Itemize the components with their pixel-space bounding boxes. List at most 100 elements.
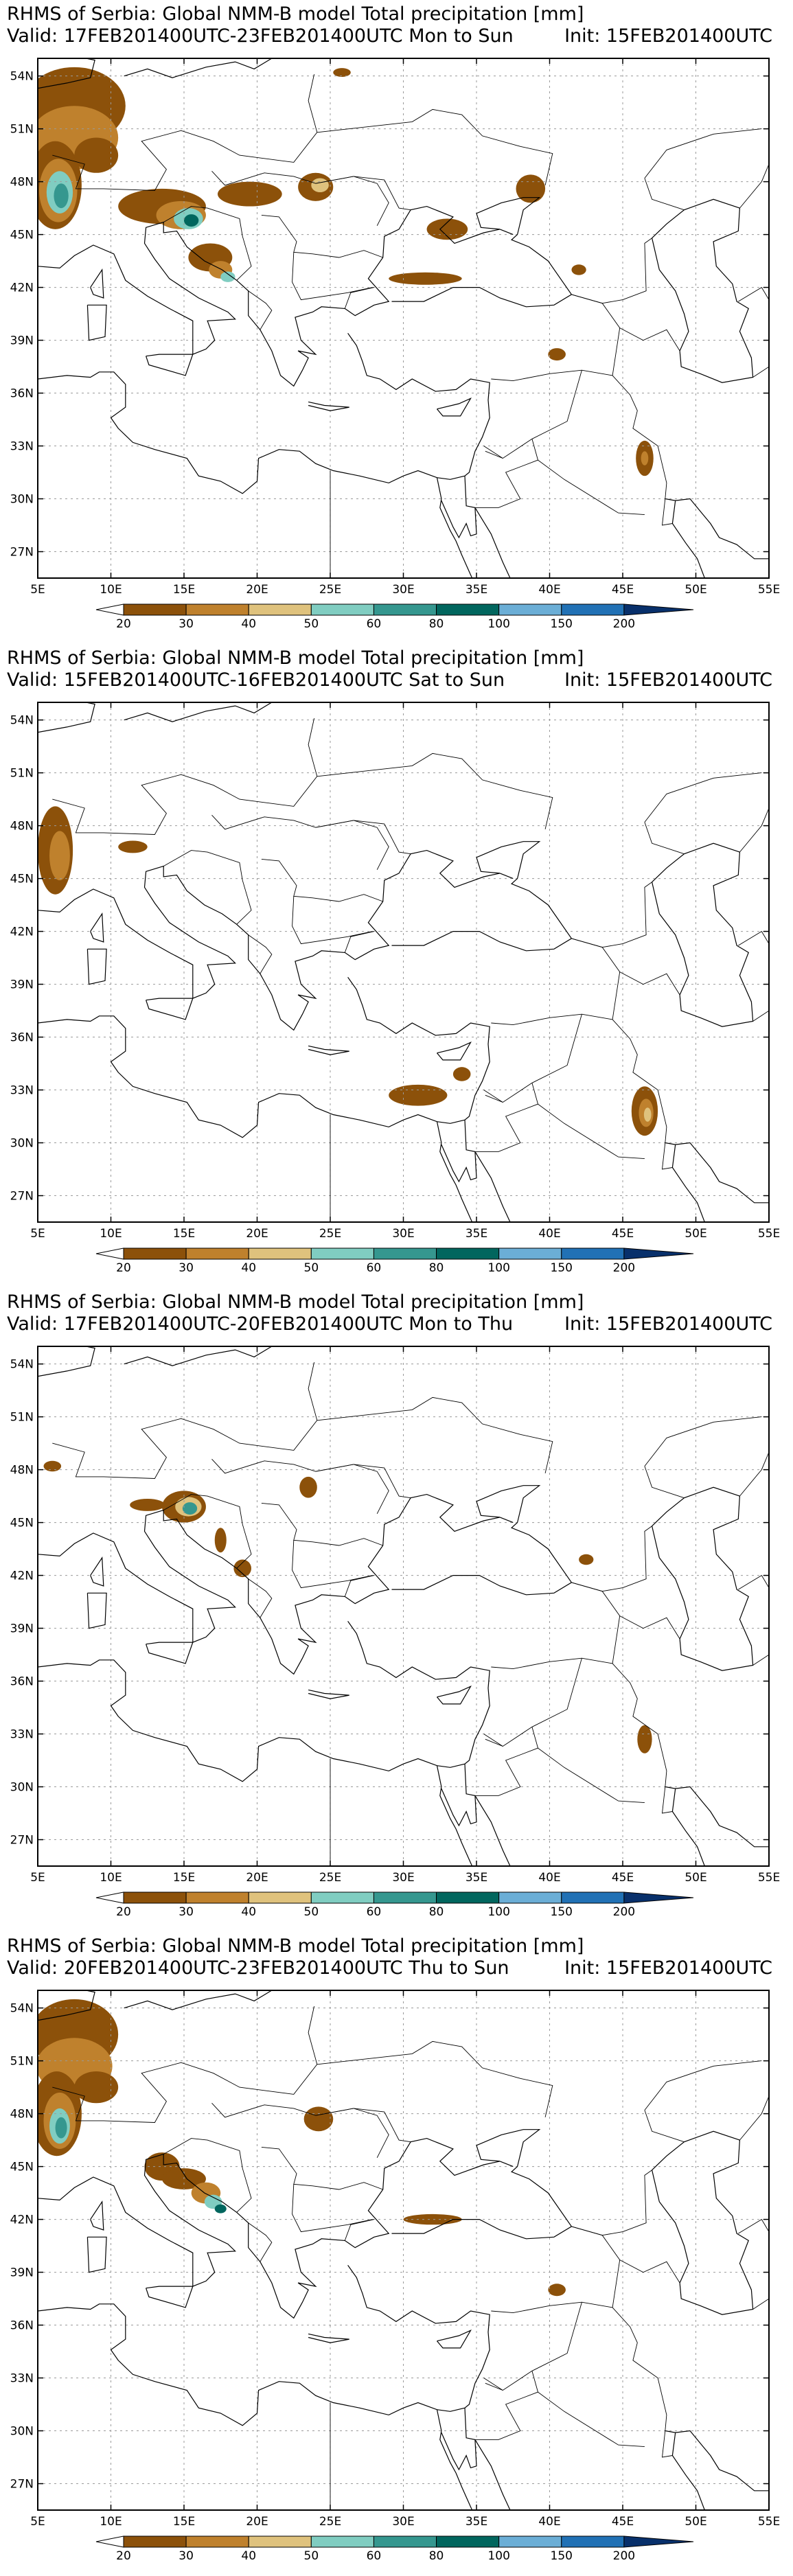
lon-tick-label: 30E <box>392 1871 414 1885</box>
colorbar-level-label: 20 <box>116 1261 131 1275</box>
precipitation-area <box>49 831 70 881</box>
precipitation-area <box>579 1554 594 1565</box>
panel-title: RHMS of Serbia: Global NMM-B model Total… <box>7 647 584 669</box>
precipitation-area <box>571 264 586 275</box>
colorbar: 20 30 40 50 60 80 100 150 200 <box>95 603 694 631</box>
lat-tick-label: 36N <box>10 2319 34 2333</box>
lat-tick-label: 51N <box>10 123 34 137</box>
precipitation-area <box>74 137 119 173</box>
lon-tick-label: 5E <box>30 1871 45 1885</box>
lon-tick-label: 45E <box>612 1871 634 1885</box>
colorbar-level-label: 30 <box>179 1905 194 1919</box>
init-time: Init: 15FEB201400UTC <box>564 669 772 691</box>
colorbar-level-label: 100 <box>487 1261 509 1275</box>
lon-tick-label: 25E <box>319 1227 341 1241</box>
lon-tick-label: 40E <box>538 583 560 597</box>
precipitation-area <box>426 218 468 240</box>
precipitation-area <box>220 271 235 282</box>
lat-tick-label: 42N <box>10 2213 34 2227</box>
valid-period: Valid: 17FEB201400UTC-23FEB201400UTC Mon… <box>7 25 514 47</box>
colorbar-level-label: 30 <box>179 617 194 631</box>
lat-tick-label: 30N <box>10 2425 34 2439</box>
lat-tick-label: 33N <box>10 440 34 454</box>
lon-tick-label: 40E <box>538 2515 560 2529</box>
lat-tick-label: 36N <box>10 387 34 401</box>
colorbar-level-label: 60 <box>367 1261 382 1275</box>
lat-tick-label: 39N <box>10 334 34 348</box>
lat-tick-label: 42N <box>10 1569 34 1583</box>
map-panel-3: RHMS of Serbia: Global NMM-B model Total… <box>0 1288 793 1932</box>
precipitation-area <box>233 1559 251 1578</box>
lon-tick-label: 30E <box>392 1227 414 1241</box>
lat-tick-label: 39N <box>10 2266 34 2280</box>
precipitation-area <box>641 451 649 465</box>
lon-tick-label: 10E <box>100 1227 122 1241</box>
lat-tick-label: 27N <box>10 546 34 560</box>
lat-tick-label: 42N <box>10 925 34 939</box>
lon-tick-label: 45E <box>612 1227 634 1241</box>
lon-tick-label: 45E <box>612 583 634 597</box>
lon-tick-label: 20E <box>246 1871 268 1885</box>
lat-tick-label: 45N <box>10 2161 34 2174</box>
init-time: Init: 15FEB201400UTC <box>564 1313 772 1335</box>
lat-tick-label: 39N <box>10 978 34 992</box>
precipitation-area <box>299 1476 317 1498</box>
lat-tick-label: 48N <box>10 2108 34 2121</box>
lon-tick-label: 55E <box>758 1227 780 1241</box>
lon-tick-label: 35E <box>466 2515 487 2529</box>
lat-tick-label: 54N <box>10 2002 34 2016</box>
precipitation-area <box>452 1067 471 1081</box>
colorbar: 20 30 40 50 60 80 100 150 200 <box>95 1891 694 1919</box>
lat-tick-label: 27N <box>10 1834 34 1848</box>
valid-period: Valid: 20FEB201400UTC-23FEB201400UTC Thu… <box>7 1957 509 1979</box>
colorbar-level-label: 20 <box>116 617 131 631</box>
colorbar: 20 30 40 50 60 80 100 150 200 <box>95 2535 694 2563</box>
colorbar-level-label: 100 <box>487 1905 509 1919</box>
lon-tick-label: 40E <box>538 1227 560 1241</box>
lat-tick-label: 36N <box>10 1675 34 1689</box>
colorbar-level-label: 50 <box>304 617 319 631</box>
precipitation-area <box>217 181 282 207</box>
lon-tick-label: 50E <box>685 2515 706 2529</box>
lon-tick-label: 15E <box>173 1871 195 1885</box>
precipitation-area <box>214 2204 227 2213</box>
precipitation-area <box>74 2071 119 2104</box>
lat-tick-label: 51N <box>10 1411 34 1425</box>
map-panel-1: RHMS of Serbia: Global NMM-B model Total… <box>0 0 793 644</box>
colorbar-level-label: 30 <box>179 2549 194 2563</box>
panel-title: RHMS of Serbia: Global NMM-B model Total… <box>7 1935 584 1957</box>
precipitation-area <box>389 272 462 285</box>
lon-tick-label: 35E <box>466 1871 487 1885</box>
lon-tick-label: 10E <box>100 1871 122 1885</box>
precipitation-area <box>130 1498 165 1511</box>
colorbar-level-label: 150 <box>551 2549 573 2563</box>
colorbar-level-label: 80 <box>429 1905 444 1919</box>
lon-tick-label: 55E <box>758 1871 780 1885</box>
lat-tick-label: 51N <box>10 2055 34 2069</box>
colorbar-level-label: 80 <box>429 617 444 631</box>
colorbar-level-label: 200 <box>613 1905 635 1919</box>
lon-tick-label: 10E <box>100 583 122 597</box>
precipitation-area <box>637 1725 652 1753</box>
precipitation-area <box>303 2106 334 2132</box>
lon-tick-label: 35E <box>466 583 487 597</box>
colorbar-level-label: 50 <box>304 2549 319 2563</box>
lon-tick-label: 20E <box>246 2515 268 2529</box>
precipitation-area <box>311 178 329 193</box>
lat-tick-label: 54N <box>10 714 34 728</box>
precipitation-map: 5E 10E 15E 20E 25E 30E 35E 40E 45E 50E 55E 54N 51N 48… <box>10 1990 780 2563</box>
colorbar: 20 30 40 50 60 80 100 150 200 <box>95 1247 694 1275</box>
lon-tick-label: 5E <box>30 1227 45 1241</box>
colorbar-level-label: 200 <box>613 2549 635 2563</box>
lat-tick-label: 39N <box>10 1622 34 1636</box>
precipitation-area <box>548 348 566 361</box>
precipitation-area <box>184 214 199 227</box>
lat-tick-label: 33N <box>10 1084 34 1098</box>
lat-tick-label: 42N <box>10 281 34 295</box>
colorbar-level-label: 200 <box>613 1261 635 1275</box>
colorbar-level-label: 80 <box>429 1261 444 1275</box>
precipitation-area <box>55 2117 67 2139</box>
precipitation-area <box>182 1502 198 1515</box>
colorbar-level-label: 200 <box>613 617 635 631</box>
precipitation-area <box>643 1107 652 1122</box>
